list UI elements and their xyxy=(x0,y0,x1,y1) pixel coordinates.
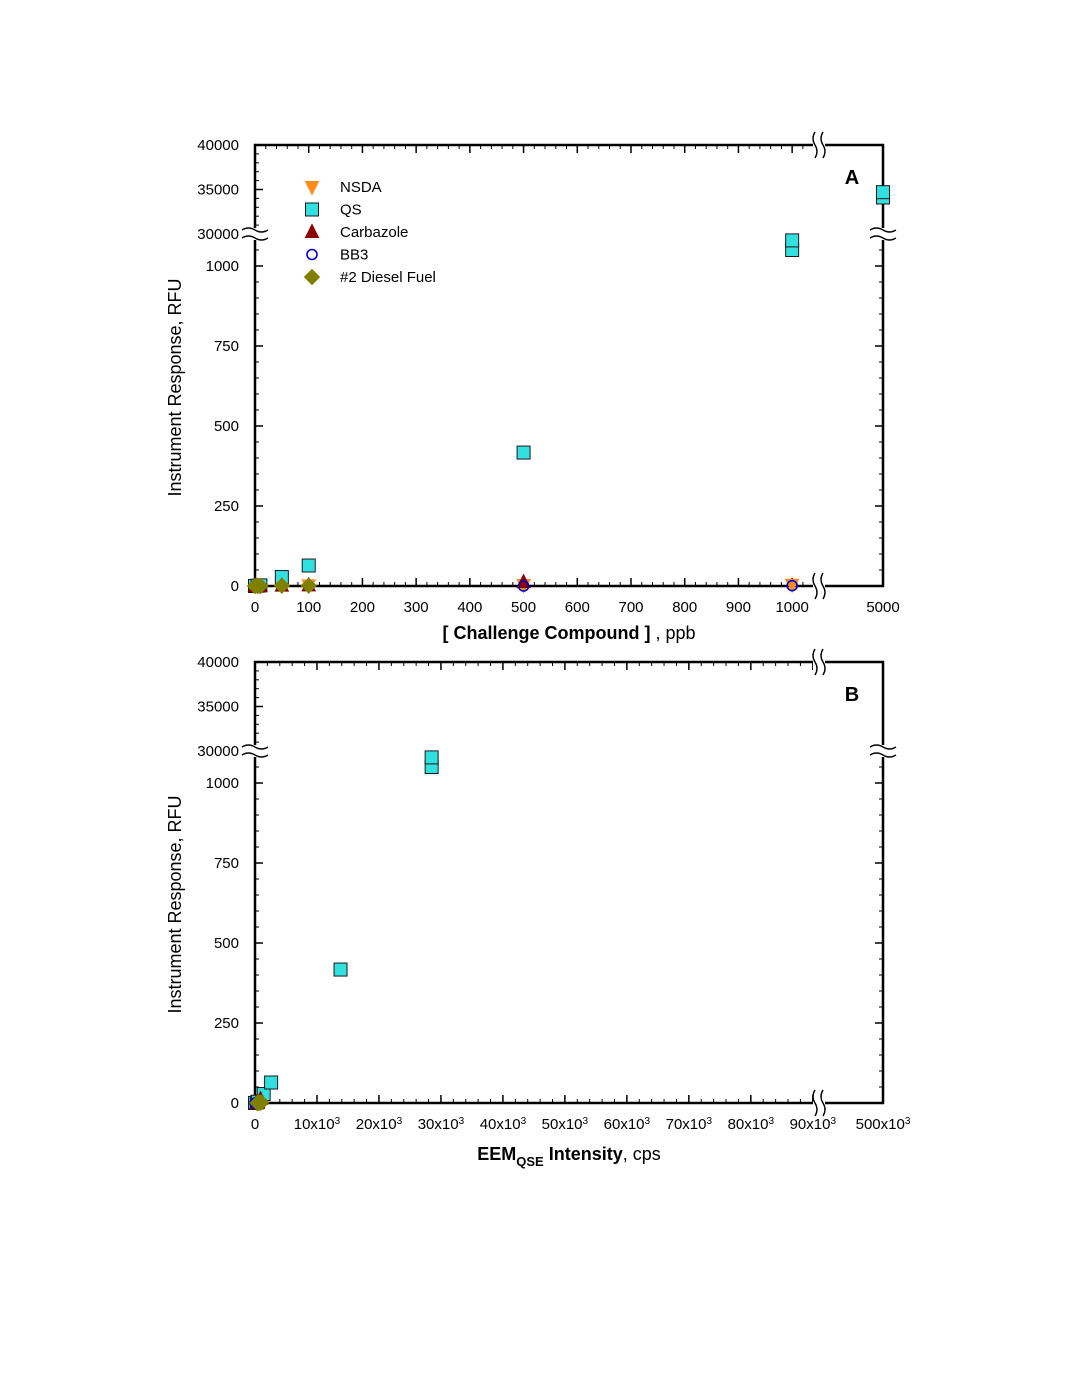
a-y-axis-label: Instrument Response, RFU xyxy=(165,278,185,496)
a-point xyxy=(273,577,291,594)
a-point xyxy=(517,580,530,592)
a-x-tick-label: 1000 xyxy=(775,599,808,616)
b-x-axis-break-bottom xyxy=(812,1089,826,1117)
b-x-tick-label: 30x103 xyxy=(418,1116,465,1134)
a-x-tick-label: 900 xyxy=(726,599,751,616)
b-x-tick-label: 10x103 xyxy=(294,1116,341,1134)
b-y-axis-label: Instrument Response, RFU xyxy=(165,795,185,1013)
panel-b-chart: 0 250 500 750 1000 30000 35000 40000 0 10x103 20x1… xyxy=(165,648,911,1169)
b-x-tick-label: 70x103 xyxy=(666,1116,713,1134)
a-point xyxy=(300,577,317,594)
legend-marker xyxy=(303,268,321,286)
b-y-tick-label: 30000 xyxy=(197,743,239,760)
b-x-tick-label: 80x103 xyxy=(728,1116,775,1134)
a-x-tick-label: 600 xyxy=(565,599,590,616)
b-point xyxy=(264,1075,279,1090)
legend-label: NSDA xyxy=(340,179,382,196)
b-y-tick-label: 35000 xyxy=(197,699,239,716)
legend-label: Carbazole xyxy=(340,224,408,241)
b-x-tick-label: 20x103 xyxy=(356,1116,403,1134)
a-point xyxy=(785,233,800,248)
b-y-tick-label: 1000 xyxy=(206,775,239,792)
b-series-4 xyxy=(249,1094,270,1112)
b-y-axis-break-right xyxy=(869,744,897,758)
a-x-axis-label: [ Challenge Compound ] , ppb xyxy=(442,623,695,643)
a-x-axis-break-top xyxy=(812,131,826,159)
a-x-axis-break-bottom xyxy=(812,572,826,600)
a-x-tick-label: 400 xyxy=(457,599,482,616)
a-y-tick-label: 500 xyxy=(214,418,239,435)
a-x-tick-label: 800 xyxy=(672,599,697,616)
b-y-tick-label: 500 xyxy=(214,935,239,952)
a-point xyxy=(252,577,269,595)
a-y-tick-label: 40000 xyxy=(197,137,239,154)
a-point xyxy=(786,579,798,592)
legend-item: #2 Diesel Fuel xyxy=(303,268,436,286)
a-point xyxy=(876,185,890,200)
b-x-tick-label: 0 xyxy=(251,1116,259,1133)
legend-marker xyxy=(306,248,318,261)
b-x-axis-label: EEMQSE Intensity, cps xyxy=(477,1144,661,1169)
b-x-axis-break-top xyxy=(812,648,826,676)
b-y-axis-break-left xyxy=(241,744,269,758)
a-point xyxy=(516,445,531,460)
legend: NSDA QS Carbazole BB3 #2 Diesel Fuel xyxy=(303,179,436,286)
a-y-tick-label: 35000 xyxy=(197,182,239,199)
b-series-1 xyxy=(248,750,439,1110)
legend-item: Carbazole xyxy=(304,223,408,241)
b-x-tick-label: 40x103 xyxy=(480,1116,527,1134)
a-series-4 xyxy=(246,577,317,595)
b-point xyxy=(252,1094,270,1111)
a-x-tick-label: 5000 xyxy=(866,599,899,616)
a-y-axis-break-right xyxy=(869,227,897,241)
b-y-tick-label: 0 xyxy=(231,1095,239,1112)
legend-marker xyxy=(305,202,319,217)
b-point xyxy=(333,962,348,977)
b-y-tick-label: 750 xyxy=(214,855,239,872)
a-y-tick-label: 250 xyxy=(214,498,239,515)
a-y-tick-label: 750 xyxy=(214,338,239,355)
a-panel-label: A xyxy=(845,167,859,189)
legend-item: QS xyxy=(305,202,362,219)
a-y-axis-break-left xyxy=(241,227,269,241)
a-x-tick-label: 500 xyxy=(511,599,536,616)
b-x-tick-label: 500x103 xyxy=(856,1116,911,1134)
a-x-tick-label: 100 xyxy=(296,599,321,616)
b-x-tick-label: 50x103 xyxy=(542,1116,589,1134)
legend-label: #2 Diesel Fuel xyxy=(340,269,436,286)
a-point xyxy=(301,558,316,573)
a-y-tick-label: 1000 xyxy=(206,258,239,275)
a-x-tick-label: 700 xyxy=(618,599,643,616)
legend-item: BB3 xyxy=(306,247,368,264)
b-plot-frame xyxy=(253,660,885,1105)
panel-a-chart: 0 250 500 750 1000 30000 35000 40000 0 100 200 300 4… xyxy=(165,131,900,643)
a-y-tick-label: 30000 xyxy=(197,226,239,243)
b-y-tick-label: 40000 xyxy=(197,654,239,671)
legend-label: BB3 xyxy=(340,247,368,264)
a-x-tick-label: 0 xyxy=(251,599,259,616)
legend-item: NSDA xyxy=(304,179,382,196)
legend-marker xyxy=(304,223,320,238)
a-x-tick-label: 300 xyxy=(404,599,429,616)
legend-label: QS xyxy=(340,202,362,219)
b-x-tick-label: 60x103 xyxy=(604,1116,651,1134)
a-x-tick-label: 200 xyxy=(350,599,375,616)
b-y-tick-label: 250 xyxy=(214,1015,239,1032)
b-panel-label: B xyxy=(845,684,859,706)
b-point xyxy=(424,750,439,765)
a-plot-frame xyxy=(253,143,885,588)
b-x-tick-label: 90x103 xyxy=(790,1116,837,1134)
legend-marker xyxy=(304,181,320,196)
a-series-2 xyxy=(247,573,531,592)
a-y-tick-label: 0 xyxy=(231,578,239,595)
